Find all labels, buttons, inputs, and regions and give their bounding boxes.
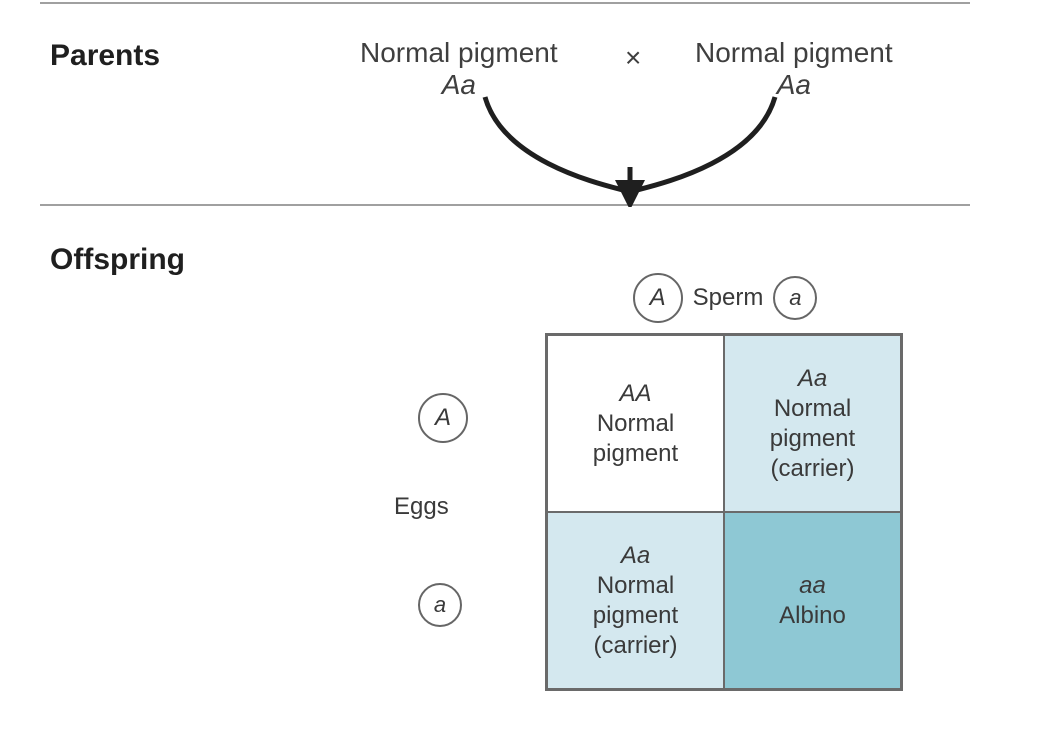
egg-gamete-column: A Eggs a — [370, 333, 535, 693]
punnett-cell-genotype: AA — [619, 379, 651, 409]
punnett-cell-phenotype-line: Albino — [779, 601, 846, 631]
punnett-cell-genotype: Aa — [798, 364, 827, 394]
sperm-allele-A: A — [633, 273, 683, 323]
punnett-cell-1: AaNormalpigment(carrier) — [724, 335, 901, 512]
figure-container: Parents Normal pigment Aa × Normal pigme… — [0, 2, 1057, 730]
punnett-cell-phenotype-line: pigment — [593, 601, 678, 631]
punnett-cell-3: aaAlbino — [724, 512, 901, 689]
sperm-allele-a: a — [773, 276, 817, 320]
punnett-cell-2: AaNormalpigment(carrier) — [547, 512, 724, 689]
parents-section: Parents Normal pigment Aa × Normal pigme… — [40, 4, 1017, 204]
sperm-gamete-row: A Sperm a — [545, 273, 905, 323]
egg-allele-a: a — [418, 583, 462, 627]
punnett-cell-phenotype-line: (carrier) — [594, 631, 678, 661]
punnett-cell-phenotype-line: (carrier) — [771, 454, 855, 484]
parent-left-phenotype: Normal pigment — [360, 37, 558, 69]
punnett-cell-phenotype-line: pigment — [770, 424, 855, 454]
punnett-grid: AANormalpigmentAaNormalpigment(carrier)A… — [545, 333, 903, 691]
parents-title: Parents — [50, 39, 160, 73]
punnett-cell-phenotype-line: Normal — [774, 394, 851, 424]
punnett-cell-phenotype-line: Normal — [597, 571, 674, 601]
egg-allele-A: A — [418, 393, 468, 443]
sperm-label: Sperm — [693, 284, 764, 312]
eggs-label: Eggs — [394, 493, 449, 521]
punnett-cell-genotype: aa — [799, 571, 826, 601]
parent-right-phenotype: Normal pigment — [695, 37, 893, 69]
cross-arrow-icon — [430, 77, 830, 207]
cross-symbol: × — [625, 42, 641, 74]
punnett-cell-0: AANormalpigment — [547, 335, 724, 512]
punnett-cell-phenotype-line: pigment — [593, 439, 678, 469]
punnett-cell-phenotype-line: Normal — [597, 409, 674, 439]
offspring-title: Offspring — [50, 243, 185, 277]
punnett-cell-genotype: Aa — [621, 541, 650, 571]
